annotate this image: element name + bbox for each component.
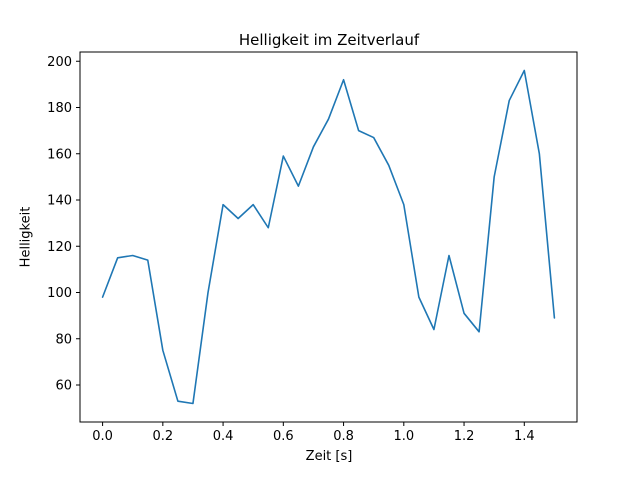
- y-tick-label: 60: [55, 379, 72, 394]
- x-tick-label: 1.4: [514, 429, 535, 444]
- x-tick-label: 1.2: [454, 429, 475, 444]
- chart-title: Helligkeit im Zeitverlauf: [238, 31, 420, 49]
- y-tick-label: 100: [47, 286, 72, 301]
- y-tick-label: 80: [55, 332, 72, 347]
- x-tick-label: 1.0: [393, 429, 414, 444]
- data-series-line: [101, 69, 556, 405]
- y-tick-label: 180: [47, 101, 72, 116]
- y-tick-label: 140: [47, 194, 72, 209]
- plot-border: [79, 51, 578, 423]
- plot-area: [80, 52, 577, 422]
- y-tick-label: 120: [47, 240, 72, 255]
- y-axis-label: Helligkeit: [18, 206, 34, 268]
- x-tick-label: 0.6: [273, 429, 294, 444]
- y-tick-label: 160: [47, 147, 72, 162]
- x-tick-label: 0.0: [92, 429, 113, 444]
- x-tick-label: 0.4: [213, 429, 234, 444]
- x-tick-label: 0.8: [333, 429, 354, 444]
- y-tick-label: 200: [47, 55, 72, 70]
- x-tick-label: 0.2: [152, 429, 173, 444]
- x-axis-label: Zeit [s]: [305, 449, 353, 464]
